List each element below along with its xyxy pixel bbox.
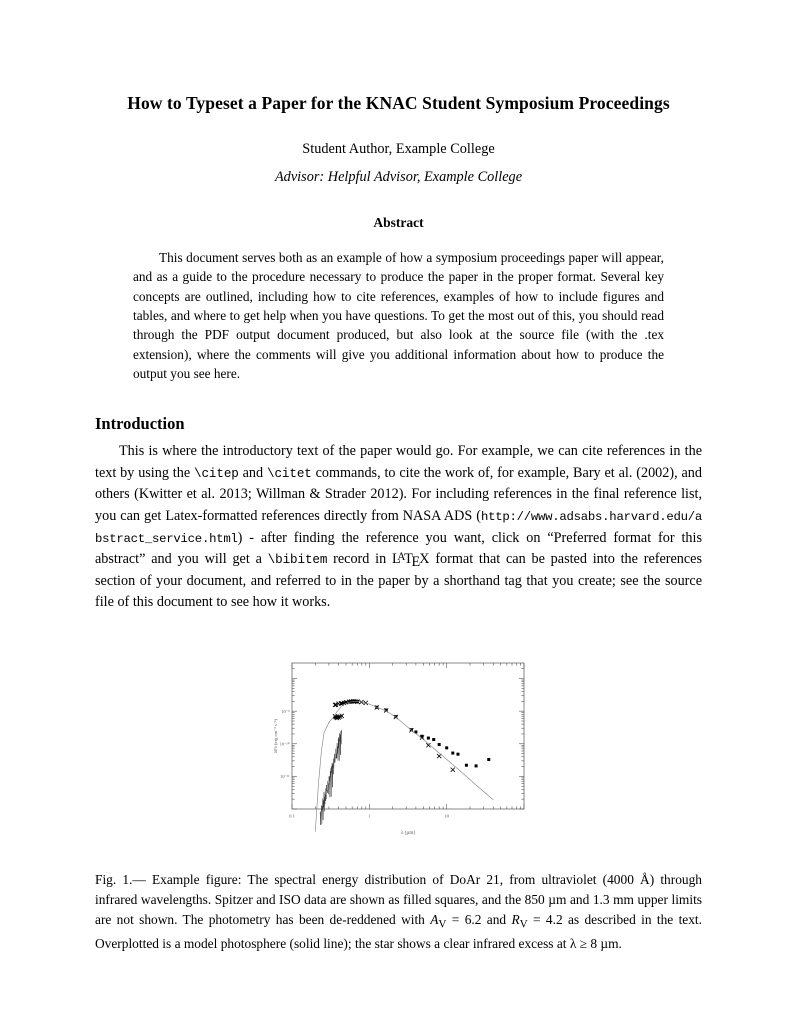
section-heading-introduction: Introduction (95, 414, 185, 434)
intro-text-part6: format that can be pasted into the refer… (95, 551, 702, 611)
rv-symbol: R (511, 912, 520, 928)
intro-text-part4: ) - after finding the reference you want… (95, 529, 702, 568)
svg-text:λFλ (erg cm⁻² s⁻¹): λFλ (erg cm⁻² s⁻¹) (273, 718, 278, 753)
caption-text-a: Example figure: The spectral energy dist… (95, 871, 702, 928)
rv-value: = 4.2 as described in the text. Overplot… (95, 912, 702, 951)
svg-text:λ (µm): λ (µm) (400, 829, 415, 836)
command-citet: \citet (266, 466, 312, 481)
page-title: How to Typeset a Paper for the KNAC Stud… (127, 93, 670, 113)
sed-plot: 0.1 1 10 10⁻⁹ 10⁻¹⁰ 10⁻¹¹ λ (µm) λFλ (erg cm⁻² … (270, 657, 528, 837)
introduction-paragraph: This is where the introductory text of t… (95, 441, 702, 614)
author-line: Student Author, Example College (302, 140, 495, 157)
nasa-ads-url[interactable]: http://www.adsabs.harvard.edu/abstract_s… (95, 510, 702, 546)
intro-text-part1: This is where the introductory text of t… (95, 443, 702, 481)
command-bibitem: \bibitem (267, 553, 328, 568)
svg-text:10⁻⁹: 10⁻⁹ (281, 709, 290, 714)
figure-caption: Fig. 1.— Example figure: The spectral en… (95, 870, 702, 954)
latex-e: E (411, 554, 421, 571)
latex-t: T (404, 551, 413, 568)
figure-1: 0.1 1 10 10⁻⁹ 10⁻¹⁰ 10⁻¹¹ λ (µm) λFλ (erg cm⁻² … (95, 657, 702, 837)
command-citep: \citep (194, 466, 239, 481)
intro-text-part5: record in (327, 551, 393, 568)
svg-text:0.1: 0.1 (289, 813, 295, 818)
latex-logo: LATEX (392, 550, 430, 571)
latex-l: L (392, 551, 401, 568)
abstract-body: This document serves both as an example … (133, 249, 664, 381)
figure-label: Fig. 1.— (95, 871, 146, 887)
latex-a: A (397, 550, 406, 563)
intro-text-part3: commands, to cite the work of, for examp… (95, 464, 702, 525)
svg-text:10: 10 (444, 813, 449, 818)
av-subscript: V (438, 918, 447, 931)
svg-text:10⁻¹⁰: 10⁻¹⁰ (279, 741, 289, 746)
svg-text:1: 1 (368, 813, 371, 818)
svg-text:10⁻¹¹: 10⁻¹¹ (280, 774, 290, 779)
page-content: How to Typeset a Paper for the KNAC Stud… (95, 0, 702, 954)
rv-subscript: V (519, 918, 528, 931)
av-value: = 6.2 and (446, 912, 512, 928)
av-symbol: A (430, 912, 439, 928)
sed-plot-svg: 0.1 1 10 10⁻⁹ 10⁻¹⁰ 10⁻¹¹ λ (µm) λFλ (erg cm⁻² … (273, 662, 524, 836)
latex-x: X (419, 551, 430, 568)
advisor-line: Advisor: Helpful Advisor, Example Colleg… (274, 168, 523, 185)
abstract-heading: Abstract (373, 214, 424, 230)
intro-text-part2: and (238, 464, 267, 481)
